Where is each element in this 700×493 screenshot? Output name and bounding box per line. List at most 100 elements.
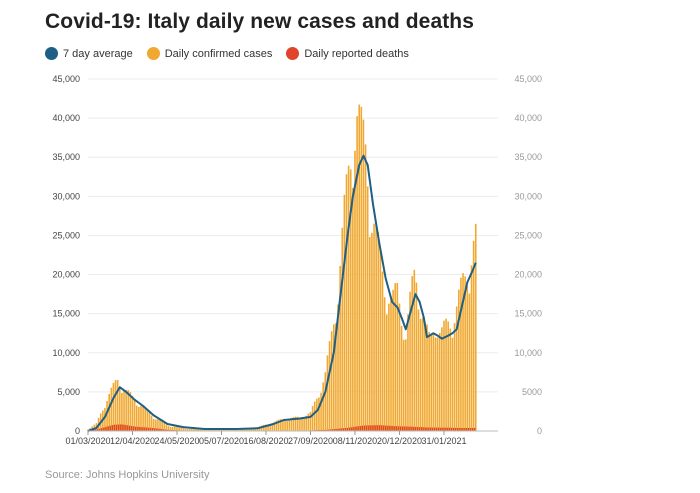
case-bar: [237, 429, 240, 431]
death-bar: [134, 426, 137, 431]
legend-item-average[interactable]: 7 day average: [45, 47, 133, 60]
case-bar: [184, 428, 187, 431]
death-bar: [124, 424, 126, 431]
case-bar: [407, 314, 409, 431]
case-bar: [394, 283, 397, 431]
death-bar: [96, 429, 99, 431]
case-bar: [148, 412, 151, 431]
case-bar: [428, 331, 430, 431]
death-bar: [107, 426, 109, 431]
death-bar: [130, 425, 133, 431]
case-bar: [214, 429, 216, 431]
death-bar: [425, 427, 427, 431]
case-bar: [445, 318, 447, 431]
case-bar: [163, 422, 166, 431]
left-tick-label: 35,000: [52, 152, 80, 162]
case-bar: [441, 327, 443, 431]
case-bar: [326, 355, 329, 431]
case-bar: [121, 392, 123, 431]
x-tick-label: 01/03/2020: [65, 436, 110, 446]
case-bar: [131, 395, 134, 431]
death-bar: [387, 425, 389, 431]
right-axis-ticks: 0 5000 10,000 15,000 20,000 25,000 30,000 35,00…: [514, 74, 542, 436]
death-bar: [149, 427, 152, 431]
death-bar: [423, 427, 425, 431]
case-bar: [116, 379, 119, 431]
case-bar: [316, 398, 318, 431]
case-bar: [299, 417, 301, 431]
death-bar: [137, 426, 139, 431]
x-tick-label: 20/12/2020: [377, 436, 422, 446]
case-bar: [301, 418, 303, 431]
right-tick-label: 30,000: [514, 191, 542, 201]
case-bar: [330, 331, 333, 431]
death-bar: [334, 429, 336, 431]
case-bar: [449, 328, 452, 431]
case-bar: [275, 420, 278, 431]
deaths-swatch-icon: [286, 47, 300, 60]
death-bar: [412, 426, 414, 431]
case-bar: [303, 418, 305, 431]
case-bar: [373, 223, 375, 431]
case-bar: [260, 425, 263, 431]
case-bar: [305, 415, 308, 431]
death-bar: [408, 426, 410, 431]
case-bar: [174, 426, 176, 431]
death-bar: [338, 428, 340, 431]
case-bar: [447, 321, 450, 431]
case-bar: [421, 317, 424, 431]
case-bar: [150, 415, 153, 431]
x-tick-label: 27/09/2020: [288, 436, 333, 446]
death-bar: [327, 429, 330, 431]
death-bar: [473, 427, 476, 431]
death-bar: [365, 425, 368, 431]
case-bar: [341, 227, 344, 431]
case-bar: [118, 388, 121, 431]
death-bar: [98, 428, 101, 431]
legend-item-deaths[interactable]: Daily reported deaths: [286, 47, 409, 60]
case-bar: [400, 325, 403, 431]
case-bar: [337, 304, 339, 431]
case-bar: [411, 276, 413, 431]
left-tick-label: 0: [75, 426, 80, 436]
death-bar: [391, 425, 393, 431]
case-bar: [140, 405, 142, 431]
grid-lines: [88, 78, 498, 393]
case-bar: [288, 419, 291, 431]
right-tick-label: 40,000: [514, 113, 542, 123]
case-bar: [371, 232, 373, 431]
case-bar: [415, 282, 418, 431]
case-bar: [186, 428, 189, 431]
death-bar: [111, 425, 114, 431]
death-bar: [380, 425, 383, 431]
case-bar: [155, 419, 157, 431]
death-bar: [115, 424, 118, 431]
legend-item-cases[interactable]: Daily confirmed cases: [146, 47, 272, 60]
case-bar: [235, 429, 238, 431]
death-bars: [88, 424, 476, 431]
death-bar: [406, 426, 408, 431]
case-bar: [434, 337, 437, 431]
case-bar: [224, 429, 227, 431]
right-tick-label: 45,000: [514, 74, 542, 84]
case-bar: [159, 420, 161, 431]
left-tick-label: 30,000: [52, 191, 80, 201]
cases-swatch-icon: [146, 47, 160, 60]
death-bar: [340, 428, 342, 431]
death-bar: [109, 425, 111, 431]
death-bar: [370, 425, 372, 431]
case-bar: [127, 390, 130, 431]
left-tick-label: 10,000: [52, 348, 80, 358]
right-tick-label: 10,000: [514, 348, 542, 358]
case-bar: [311, 406, 314, 431]
case-bar: [360, 106, 363, 431]
death-bar: [437, 427, 440, 431]
case-bar: [263, 424, 265, 431]
death-bar: [357, 426, 359, 431]
death-bar: [359, 425, 361, 431]
case-bar: [383, 297, 386, 431]
right-tick-label: 25,000: [514, 230, 542, 240]
case-bar: [129, 392, 132, 431]
case-bar: [413, 269, 416, 431]
case-bar: [358, 104, 361, 431]
